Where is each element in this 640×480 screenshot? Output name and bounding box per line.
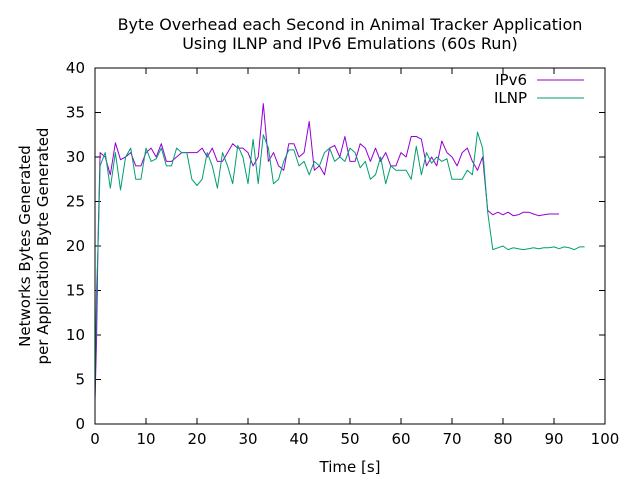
- y-tick-label: 5: [75, 371, 85, 389]
- series-line-ipv6: [94, 103, 560, 400]
- y-tick-label: 40: [66, 59, 85, 77]
- series-lines: [94, 103, 585, 402]
- y-tick-label: 30: [66, 148, 85, 166]
- x-tick-label: 80: [493, 430, 512, 448]
- legend-label-ilnp: ILNP: [494, 89, 527, 107]
- x-tick-label: 70: [442, 430, 461, 448]
- legend-label-ipv6: IPv6: [495, 71, 527, 89]
- y-tick-label: 0: [75, 415, 85, 433]
- plot-frame: [94, 67, 606, 425]
- chart-title-line-1: Byte Overhead each Second in Animal Trac…: [118, 15, 583, 34]
- axis-ticks: 0 10 20 30 40 50 60 70 80 90 100 0 5 10 15 20 25 30 35 40: [66, 59, 619, 448]
- x-axis-label: Time [s]: [319, 458, 381, 476]
- x-tick-label: 0: [90, 430, 100, 448]
- x-tick-label: 10: [136, 430, 155, 448]
- x-tick-label: 90: [544, 430, 563, 448]
- y-tick-label: 35: [66, 104, 85, 122]
- x-tick-label: 20: [187, 430, 206, 448]
- x-tick-label: 100: [591, 430, 620, 448]
- x-tick-label: 30: [238, 430, 257, 448]
- y-tick-label: 10: [66, 326, 85, 344]
- x-tick-label: 50: [340, 430, 359, 448]
- y-tick-label: 15: [66, 282, 85, 300]
- y-tick-label: 25: [66, 193, 85, 211]
- chart-title-line-2: Using ILNP and IPv6 Emulations (60s Run): [182, 34, 518, 53]
- x-tick-label: 40: [289, 430, 308, 448]
- series-line-ilnp: [94, 131, 585, 402]
- y-axis-label-line-2: per Application Byte Generated: [34, 128, 52, 365]
- x-tick-label: 60: [391, 430, 410, 448]
- y-tick-label: 20: [66, 237, 85, 255]
- y-axis-label-line-1: Networks Bytes Generated: [16, 145, 34, 347]
